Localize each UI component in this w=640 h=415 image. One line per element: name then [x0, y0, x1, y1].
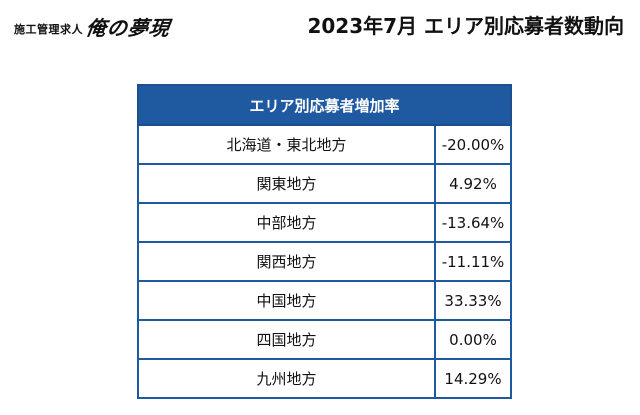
- area-cell: 中部地方: [137, 202, 436, 243]
- rate-cell: -13.64%: [433, 202, 513, 243]
- rate-cell: 14.29%: [433, 358, 513, 399]
- table-heading: エリア別応募者増加率: [136, 84, 513, 126]
- table-row: 関西地方 -11.11%: [137, 241, 513, 282]
- table-row: 北海道・東北地方 -20.00%: [137, 124, 513, 165]
- table-row: 四国地方 0.00%: [137, 319, 513, 360]
- area-cell: 四国地方: [137, 319, 436, 360]
- rate-cell: 0.00%: [433, 319, 513, 360]
- rate-cell: -20.00%: [433, 124, 513, 165]
- brand-logo-group: 施工管理求人 俺の夢現: [14, 16, 172, 40]
- table-row: 関東地方 4.92%: [137, 163, 513, 204]
- table-header-row: エリア別応募者増加率: [136, 84, 513, 126]
- area-cell: 関西地方: [137, 241, 436, 282]
- rate-cell: 4.92%: [433, 163, 513, 204]
- brand-prefix: 施工管理求人: [14, 23, 83, 36]
- area-cell: 北海道・東北地方: [137, 124, 436, 165]
- page-title: 2023年7月 エリア別応募者数動向: [307, 14, 624, 38]
- area-cell: 中国地方: [137, 280, 436, 321]
- rate-cell: -11.11%: [433, 241, 513, 282]
- rate-cell: 33.33%: [433, 280, 513, 321]
- area-cell: 九州地方: [137, 358, 436, 399]
- brand-logo: 俺の夢現: [84, 16, 172, 40]
- table-row: 中国地方 33.33%: [137, 280, 513, 321]
- table-row: 九州地方 14.29%: [137, 358, 513, 399]
- table-row: 中部地方 -13.64%: [137, 202, 513, 243]
- area-cell: 関東地方: [137, 163, 436, 204]
- area-growth-table: エリア別応募者増加率 北海道・東北地方 -20.00% 関東地方 4.92% 中…: [136, 84, 513, 399]
